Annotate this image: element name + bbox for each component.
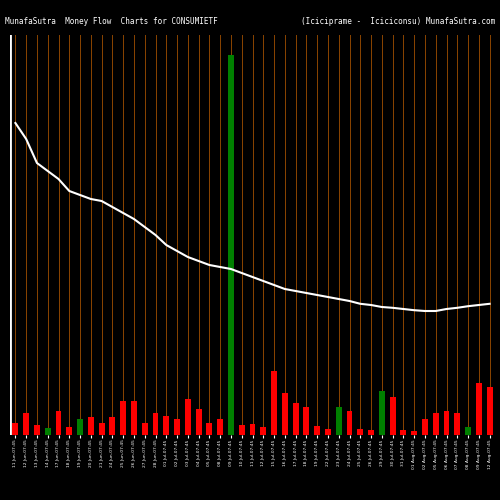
Bar: [23, 413, 29, 435]
Text: (Iciciprame -  Iciciconsu) MunafaSutra.com: (Iciciprame - Iciciconsu) MunafaSutra.co…: [301, 18, 495, 26]
Bar: [358, 429, 363, 435]
Bar: [325, 429, 331, 435]
Bar: [110, 417, 116, 435]
Bar: [476, 383, 482, 435]
Bar: [282, 393, 288, 435]
Bar: [444, 411, 450, 435]
Bar: [454, 413, 460, 435]
Bar: [304, 407, 310, 435]
Bar: [56, 411, 62, 435]
Bar: [34, 425, 40, 435]
Bar: [390, 397, 396, 435]
Bar: [292, 403, 298, 435]
Text: MunafaSutra  Money Flow  Charts for CONSUMIETF: MunafaSutra Money Flow Charts for CONSUM…: [5, 18, 218, 26]
Bar: [45, 428, 51, 435]
Bar: [433, 413, 438, 435]
Bar: [206, 423, 212, 435]
Bar: [379, 391, 385, 435]
Bar: [131, 401, 137, 435]
Bar: [98, 423, 104, 435]
Bar: [66, 427, 72, 435]
Bar: [346, 411, 352, 435]
Bar: [260, 427, 266, 435]
Bar: [152, 413, 158, 435]
Bar: [336, 407, 342, 435]
Bar: [228, 55, 234, 435]
Bar: [250, 424, 256, 435]
Bar: [239, 425, 244, 435]
Bar: [314, 426, 320, 435]
Bar: [271, 371, 277, 435]
Bar: [486, 387, 492, 435]
Bar: [77, 419, 83, 435]
Bar: [142, 423, 148, 435]
Bar: [164, 416, 169, 435]
Bar: [174, 419, 180, 435]
Bar: [368, 430, 374, 435]
Bar: [196, 409, 202, 435]
Bar: [217, 419, 223, 435]
Bar: [422, 419, 428, 435]
Bar: [120, 401, 126, 435]
Bar: [88, 417, 94, 435]
Bar: [411, 431, 417, 435]
Bar: [185, 399, 191, 435]
Bar: [465, 427, 471, 435]
Bar: [400, 430, 406, 435]
Bar: [12, 423, 18, 435]
